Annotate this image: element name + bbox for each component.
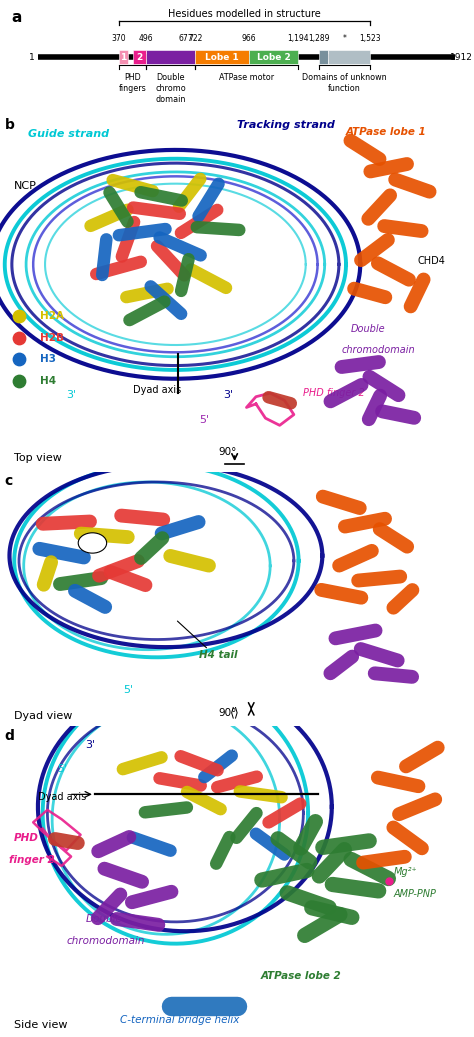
- Text: 5': 5': [123, 685, 133, 696]
- Text: 3': 3': [66, 390, 76, 400]
- Text: 5': 5': [199, 415, 209, 425]
- Text: Double: Double: [351, 324, 385, 334]
- Text: 1,289: 1,289: [309, 33, 330, 43]
- Text: Hesidues modelled in structure: Hesidues modelled in structure: [168, 9, 321, 20]
- Text: finger 2: finger 2: [9, 854, 55, 865]
- Text: ATPase motor: ATPase motor: [219, 73, 274, 82]
- Text: 1912: 1912: [450, 53, 473, 61]
- Text: 966: 966: [241, 33, 256, 43]
- Text: 677: 677: [178, 33, 193, 43]
- Text: ATPase lobe 2: ATPase lobe 2: [261, 972, 341, 981]
- Bar: [249, 50, 299, 64]
- Text: PHD finger 2: PHD finger 2: [303, 388, 365, 398]
- Bar: [319, 50, 328, 64]
- Text: 722: 722: [188, 33, 202, 43]
- Text: Guide strand: Guide strand: [28, 129, 109, 139]
- Text: ⟨⟩: ⟨⟩: [230, 706, 239, 720]
- Text: b: b: [5, 117, 15, 132]
- Text: Domains of unknown
function: Domains of unknown function: [302, 73, 387, 92]
- Text: Mg²⁺: Mg²⁺: [393, 867, 417, 877]
- Text: 3': 3': [85, 739, 95, 750]
- Text: NCP: NCP: [14, 180, 37, 191]
- Text: H4 tail: H4 tail: [199, 650, 237, 660]
- Text: Dyad view: Dyad view: [14, 710, 73, 721]
- Bar: [328, 50, 370, 64]
- Text: Side view: Side view: [14, 1019, 68, 1030]
- Point: [15, 308, 23, 325]
- Bar: [195, 50, 249, 64]
- Text: 1: 1: [28, 53, 34, 61]
- Text: AMP-PNP: AMP-PNP: [393, 889, 436, 899]
- Text: 1,194: 1,194: [288, 33, 309, 43]
- Text: Double: Double: [85, 914, 122, 924]
- Text: *: *: [343, 33, 346, 43]
- Text: chromodomain: chromodomain: [66, 935, 145, 946]
- Text: C-terminal bridge helix: C-terminal bridge helix: [120, 1015, 240, 1025]
- Text: Lobe 1: Lobe 1: [205, 53, 239, 61]
- Text: H4: H4: [40, 375, 56, 386]
- Text: Top view: Top view: [14, 452, 62, 463]
- Point: [15, 351, 23, 367]
- Bar: [146, 50, 195, 64]
- Text: ATPase lobe 1: ATPase lobe 1: [346, 127, 427, 137]
- Text: d: d: [5, 729, 15, 744]
- Text: Double
chromo
domain: Double chromo domain: [155, 73, 186, 104]
- Text: 3': 3': [223, 390, 233, 400]
- Text: H3: H3: [40, 355, 56, 364]
- Text: 1,523: 1,523: [359, 33, 381, 43]
- Text: PHD
fingers: PHD fingers: [118, 73, 146, 92]
- Ellipse shape: [78, 533, 107, 553]
- Text: chromodomain: chromodomain: [341, 345, 415, 356]
- Text: CHD4: CHD4: [417, 256, 445, 265]
- Text: a: a: [12, 10, 22, 25]
- Text: 370: 370: [111, 33, 126, 43]
- Text: c: c: [5, 474, 13, 488]
- Point: [15, 372, 23, 389]
- Text: H2B: H2B: [40, 333, 64, 342]
- Text: 90°: 90°: [218, 447, 237, 457]
- Text: Lobe 2: Lobe 2: [256, 53, 291, 61]
- Bar: [133, 50, 146, 64]
- Text: 1: 1: [120, 53, 127, 61]
- Text: 5': 5': [57, 764, 67, 775]
- Point: [15, 330, 23, 346]
- Text: Tracking strand: Tracking strand: [237, 120, 335, 130]
- Text: 2: 2: [137, 53, 143, 61]
- Text: 90°: 90°: [218, 708, 237, 719]
- Text: Dyad axis: Dyad axis: [38, 792, 86, 803]
- Bar: [118, 50, 128, 64]
- Text: Dyad axis: Dyad axis: [133, 385, 181, 394]
- Text: 496: 496: [139, 33, 154, 43]
- Text: H2A: H2A: [40, 311, 64, 321]
- Text: PHD: PHD: [14, 833, 39, 843]
